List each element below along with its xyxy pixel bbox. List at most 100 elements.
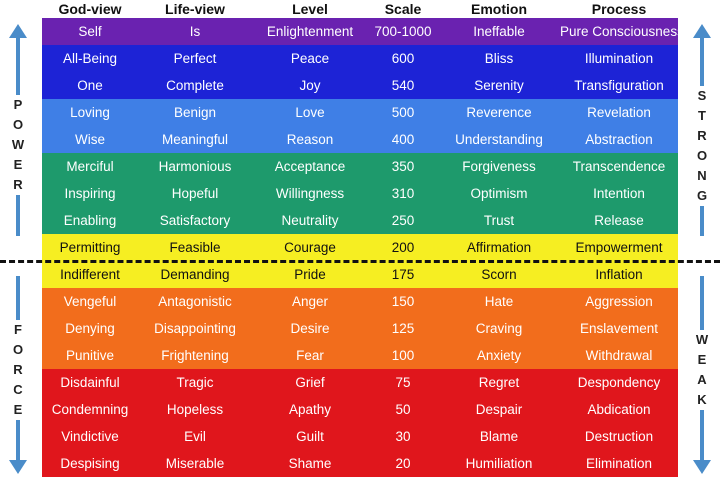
emotion-cell: Forgiveness xyxy=(462,159,536,174)
process-cell: Transfiguration xyxy=(574,78,664,93)
scale-cell: 125 xyxy=(391,321,415,336)
god-view-cell: Inspiring xyxy=(64,186,116,201)
scale-cell: 600 xyxy=(391,51,415,66)
emotion-cell: Scorn xyxy=(481,267,517,282)
level-cell: Fear xyxy=(296,348,324,363)
table-row: Merciful Harmonious Acceptance 350 Forgivene… xyxy=(42,153,678,180)
life-view-cell: Harmonious xyxy=(158,159,232,174)
life-view-cell: Meaningful xyxy=(161,132,229,147)
god-view-cell: Self xyxy=(78,24,102,39)
level-cell: Acceptance xyxy=(274,159,346,174)
force-letter: F xyxy=(14,322,22,337)
arrow-down-icon xyxy=(693,460,711,474)
table-row: Loving Benign Love 500 Reverence Revelation xyxy=(42,99,678,126)
weak-label: W E A K xyxy=(687,330,717,410)
emotion-cell: Bliss xyxy=(484,51,514,66)
table-row: All-Being Perfect Peace 600 Bliss Illuminatio… xyxy=(42,45,678,72)
strong-letter: N xyxy=(697,168,707,183)
emotion-cell: Despair xyxy=(475,402,523,417)
process-cell: Abstraction xyxy=(585,132,653,147)
power-letter: E xyxy=(13,157,23,172)
scale-cell: 500 xyxy=(391,105,415,120)
process-cell: Abdication xyxy=(587,402,651,417)
table-row: Permitting Feasible Courage 200 Affirmation E… xyxy=(42,234,678,261)
process-cell: Destruction xyxy=(584,429,654,444)
force-letter: O xyxy=(12,342,24,357)
header-level: Level xyxy=(292,1,328,17)
god-view-cell: All-Being xyxy=(62,51,118,66)
table-row: Vindictive Evil Guilt 30 Blame Destruction xyxy=(42,423,678,450)
emotion-cell: Humiliation xyxy=(465,456,533,471)
weak-letter: W xyxy=(695,332,709,347)
life-view-cell: Frightening xyxy=(161,348,229,363)
emotion-cell: Hate xyxy=(484,294,514,309)
emotion-cell: Blame xyxy=(479,429,519,444)
process-cell: Enslavement xyxy=(579,321,659,336)
life-view-cell: Disappointing xyxy=(154,321,236,336)
life-view-cell: Perfect xyxy=(173,51,217,66)
scale-cell: 250 xyxy=(391,213,415,228)
level-cell: Guilt xyxy=(296,429,324,444)
life-view-cell: Complete xyxy=(166,78,224,93)
life-view-cell: Is xyxy=(189,24,201,39)
scale-cell: 20 xyxy=(395,456,411,471)
god-view-cell: Vindictive xyxy=(61,429,119,444)
level-cell: Love xyxy=(295,105,325,120)
strong-letter: R xyxy=(697,128,707,143)
header-god-view: God-view xyxy=(58,1,122,17)
levels-table: Self Is Enlightenment 700-1000 Ineffable Pure… xyxy=(42,18,678,477)
table-row: Vengeful Antagonistic Anger 150 Hate Aggressi… xyxy=(42,288,678,315)
force-label: F O R C E xyxy=(3,320,33,420)
level-cell: Pride xyxy=(294,267,326,282)
emotion-cell: Optimism xyxy=(470,186,528,201)
process-cell: Pure Consciousness xyxy=(560,24,678,39)
weak-letter: E xyxy=(697,352,707,367)
life-view-cell: Benign xyxy=(173,105,217,120)
scale-cell: 75 xyxy=(395,375,411,390)
scale-cell: 310 xyxy=(391,186,415,201)
god-view-cell: Vengeful xyxy=(63,294,117,309)
scale-cell: 175 xyxy=(391,267,415,282)
emotion-cell: Affirmation xyxy=(466,240,532,255)
level-cell: Joy xyxy=(299,78,321,93)
life-view-cell: Feasible xyxy=(169,240,221,255)
table-row: Self Is Enlightenment 700-1000 Ineffable Pure… xyxy=(42,18,678,45)
god-view-cell: Indifferent xyxy=(60,267,120,282)
life-view-cell: Evil xyxy=(184,429,206,444)
header-process: Process xyxy=(591,1,647,17)
god-view-cell: Punitive xyxy=(65,348,115,363)
table-row: Denying Disappointing Desire 125 Craving Ensl… xyxy=(42,315,678,342)
god-view-cell: Condemning xyxy=(51,402,129,417)
table-row: Condemning Hopeless Apathy 50 Despair Abdicat… xyxy=(42,396,678,423)
table-row: Disdainful Tragic Grief 75 Regret Despondency xyxy=(42,369,678,396)
emotion-cell: Craving xyxy=(475,321,523,336)
scale-cell: 100 xyxy=(391,348,415,363)
emotion-cell: Trust xyxy=(483,213,515,228)
process-cell: Inflation xyxy=(595,267,643,282)
power-label: P O W E R xyxy=(3,95,33,195)
strong-label: S T R O N G xyxy=(687,86,717,206)
table-row: Wise Meaningful Reason 400 Understanding Abst… xyxy=(42,126,678,153)
process-cell: Release xyxy=(594,213,644,228)
table-row: Punitive Frightening Fear 100 Anxiety Withdra… xyxy=(42,342,678,369)
level-cell: Anger xyxy=(291,294,329,309)
column-headers: God-view Life-view Level Scale Emotion P… xyxy=(42,0,678,18)
scale-cell: 150 xyxy=(391,294,415,309)
god-view-cell: Enabling xyxy=(63,213,117,228)
emotion-cell: Understanding xyxy=(455,132,543,147)
emotion-cell: Regret xyxy=(478,375,520,390)
power-letter: O xyxy=(12,117,24,132)
scale-cell: 540 xyxy=(391,78,415,93)
scale-cell: 50 xyxy=(395,402,411,417)
table-row: Enabling Satisfactory Neutrality 250 Trust Re… xyxy=(42,207,678,234)
power-letter: R xyxy=(13,177,23,192)
power-letter: W xyxy=(11,137,25,152)
process-cell: Transcendence xyxy=(572,159,666,174)
god-view-cell: Permitting xyxy=(59,240,121,255)
right-axis: S T R O N G W E A K xyxy=(684,0,720,480)
header-scale: Scale xyxy=(384,1,422,17)
process-cell: Illumination xyxy=(584,51,654,66)
emotion-cell: Anxiety xyxy=(476,348,522,363)
life-view-cell: Hopeful xyxy=(171,186,219,201)
header-emotion: Emotion xyxy=(471,1,527,17)
